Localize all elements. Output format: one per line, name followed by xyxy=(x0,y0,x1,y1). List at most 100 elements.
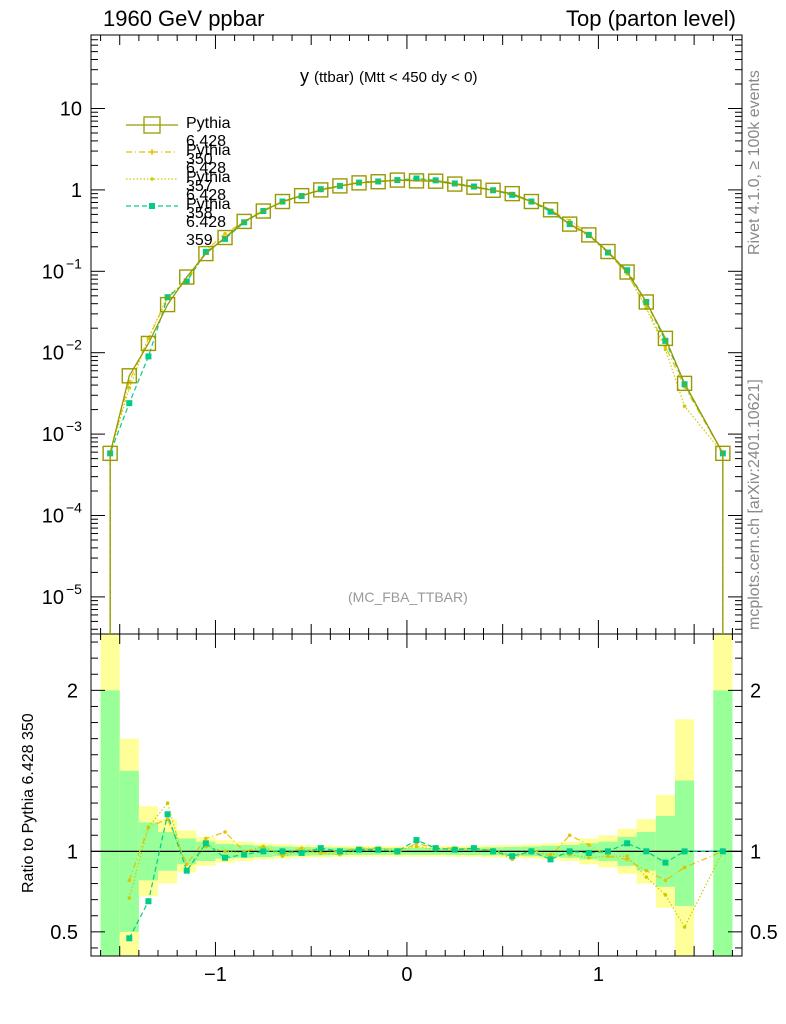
ratio-point-359 xyxy=(375,846,382,853)
ratio-point-s357 xyxy=(184,862,189,867)
ratio-point-359 xyxy=(643,848,650,855)
ratio-point-s358 xyxy=(165,801,170,805)
ratio-point-359 xyxy=(509,853,516,860)
ratio-point-359 xyxy=(164,811,171,818)
point-s358 xyxy=(127,386,132,390)
point-350 xyxy=(389,172,406,188)
point-359 xyxy=(183,278,190,285)
ratio-point-s358 xyxy=(261,844,266,849)
point-359 xyxy=(222,235,229,242)
main-series-layer xyxy=(102,172,731,634)
ratio-point-359 xyxy=(145,898,152,905)
ratio-axes: −1 0 1 0.5 0.5 1 1 2 2 xyxy=(50,634,778,986)
point-359 xyxy=(413,175,420,182)
point-350 xyxy=(179,269,195,285)
ratio-point-359 xyxy=(317,845,324,852)
ratio-point-359 xyxy=(604,848,611,855)
point-359 xyxy=(547,208,554,215)
plot-title-main: y xyxy=(300,66,309,86)
ratio-point-359 xyxy=(528,848,535,855)
point-350 xyxy=(351,175,367,191)
y-tick-label: 10 xyxy=(42,505,64,527)
plot-title: y (ttbar) (Mtt < 450 dy < 0) xyxy=(300,66,477,87)
process-label: Top (parton level) xyxy=(566,6,736,31)
ratio-point-359 xyxy=(547,856,554,863)
point-350 xyxy=(504,185,520,202)
point-350 xyxy=(447,176,463,192)
point-350 xyxy=(427,173,444,189)
ratio-point-359 xyxy=(624,840,631,847)
y-tick-exponent: −3 xyxy=(66,418,82,434)
y-tick-label: 10 xyxy=(60,99,82,121)
ratio-point-s358 xyxy=(625,854,629,858)
plot-title-sub: (ttbar) xyxy=(314,69,355,86)
ratio-point-s357 xyxy=(663,878,668,883)
point-350 xyxy=(102,445,118,462)
y-tick-exponent: −4 xyxy=(66,499,82,515)
ratio-band-green xyxy=(713,690,733,956)
point-350 xyxy=(159,296,176,313)
point-350 xyxy=(313,182,329,198)
legend-label-350: Pythia 6.428 350 xyxy=(186,115,231,168)
point-350 xyxy=(542,202,559,218)
point-350 xyxy=(523,193,540,210)
ratio-point-s357 xyxy=(682,865,687,870)
x-tick-label: 0 xyxy=(401,964,412,986)
x-tick-label: 1 xyxy=(593,964,604,986)
legend-sample-359 xyxy=(126,203,178,209)
ratio-point-359 xyxy=(202,840,209,847)
point-359 xyxy=(509,191,516,198)
ratio-point-359 xyxy=(279,848,286,855)
ratio-point-s358 xyxy=(644,875,649,879)
point-350 xyxy=(198,245,214,262)
point-359 xyxy=(126,400,133,407)
point-s357 xyxy=(223,231,227,236)
y-tick-exponent: −2 xyxy=(66,337,82,353)
ratio-y-tick-label-right: 0.5 xyxy=(750,922,778,944)
point-350 xyxy=(293,187,310,204)
y-tick-label: 10 xyxy=(42,261,64,283)
ratio-point-s357 xyxy=(567,833,572,838)
ratio-point-359 xyxy=(356,846,363,853)
point-350 xyxy=(217,229,233,246)
legend-label-359: Pythia 6.428 359 xyxy=(186,196,231,249)
point-350 xyxy=(236,213,252,230)
y-tick-label: 1 xyxy=(71,180,82,202)
ratio-point-359 xyxy=(681,848,688,855)
ratio-point-s358 xyxy=(548,852,553,857)
point-359 xyxy=(432,177,439,184)
point-359 xyxy=(145,353,152,360)
ratio-point-s358 xyxy=(663,893,668,897)
point-350 xyxy=(370,174,386,190)
ratio-y-tick-label-right: 1 xyxy=(750,841,761,863)
point-350 xyxy=(408,173,425,189)
point-350 xyxy=(638,294,654,310)
ratio-y-tick-label-left: 0.5 xyxy=(50,922,78,944)
ratio-band-green xyxy=(100,690,120,956)
legend-sample-357 xyxy=(126,149,178,155)
ratio-point-359 xyxy=(394,848,401,855)
ratio-point-s357 xyxy=(644,868,649,873)
plot-title-rest: (Mtt < 450 dy < 0) xyxy=(359,69,478,86)
ratio-point-s358 xyxy=(414,844,419,849)
ratio-point-359 xyxy=(585,849,592,856)
ratio-point-359 xyxy=(126,935,133,942)
point-350 xyxy=(715,445,731,462)
source-label: mcplots.cern.ch [arXiv:2401.10621] xyxy=(746,379,763,630)
energy-label: 1960 GeV ppbar xyxy=(103,6,265,31)
ratio-point-359 xyxy=(470,845,477,852)
point-350 xyxy=(676,375,693,392)
point-350 xyxy=(485,182,501,198)
point-350 xyxy=(332,178,348,194)
ratio-point-359 xyxy=(413,837,420,844)
legend-sample-358 xyxy=(126,177,178,181)
ratio-point-359 xyxy=(432,845,439,852)
ratio-frame-border xyxy=(90,633,743,957)
ratio-point-s358 xyxy=(127,896,132,900)
ratio-point-s358 xyxy=(682,925,687,929)
point-350 xyxy=(121,368,137,384)
ratio-point-s357 xyxy=(299,846,304,850)
ratio-point-s357 xyxy=(625,857,629,862)
